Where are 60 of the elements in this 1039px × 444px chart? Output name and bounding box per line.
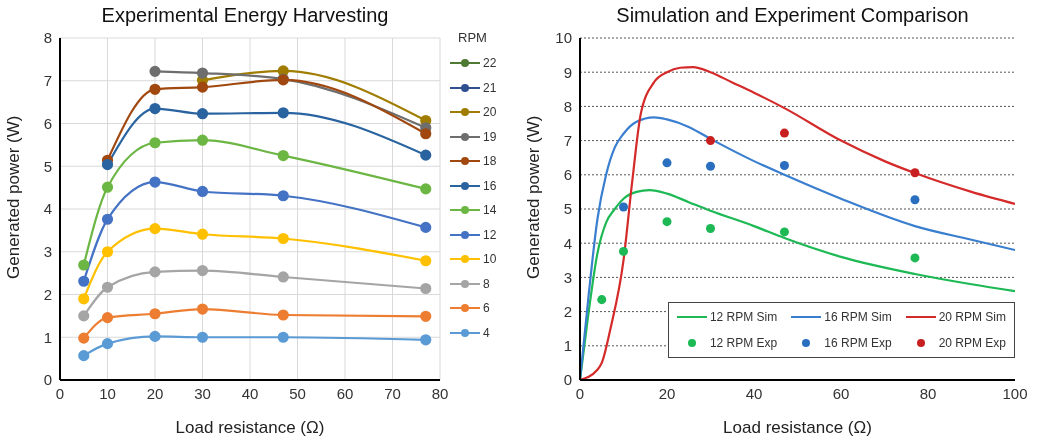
- chart-title: Simulation and Experiment Comparison: [615, 3, 970, 28]
- x-tick-label: 60: [832, 384, 850, 402]
- y-axis-title: Generated power (W): [524, 115, 544, 279]
- chart-title: Experimental Energy Harvesting: [100, 3, 390, 28]
- y-tick-label: 3: [563, 268, 572, 286]
- x-tick-label: 70: [384, 384, 401, 402]
- legend-title: RPM: [458, 30, 488, 45]
- legend-label: 20: [483, 105, 497, 120]
- legend-label: 12: [483, 227, 497, 242]
- y-tick-label: 0: [563, 371, 572, 389]
- x-tick-label: 60: [336, 384, 354, 402]
- legend-label: 19: [483, 129, 497, 144]
- x-tick-label: 30: [194, 384, 211, 402]
- x-tick-label: 10: [99, 384, 116, 402]
- y-tick-label: 10: [555, 29, 572, 47]
- y-tick-label: 1: [563, 337, 572, 355]
- y-tick-label: 8: [43, 29, 52, 47]
- x-axis-title: Load resistance (Ω): [175, 418, 325, 437]
- x-tick-label: 80: [431, 384, 449, 402]
- x-tick-label: 0: [575, 384, 585, 402]
- x-tick-label: 100: [1002, 384, 1028, 402]
- y-tick-label: 4: [43, 200, 52, 218]
- x-tick-label: 40: [745, 384, 763, 402]
- legend-label: 16: [483, 178, 497, 193]
- x-tick-label: 40: [241, 384, 259, 402]
- legend-label: 8: [483, 276, 490, 291]
- y-tick-label: 5: [563, 200, 572, 218]
- y-tick-label: 2: [563, 302, 572, 320]
- legend-label: 16 RPM Sim: [824, 310, 892, 324]
- x-tick-label: 80: [919, 384, 937, 402]
- y-tick-label: 3: [43, 243, 52, 261]
- y-tick-label: 1: [43, 328, 52, 346]
- legend-label: 10: [483, 252, 497, 267]
- legend-label: 12 RPM Sim: [709, 310, 778, 324]
- x-tick-label: 0: [55, 384, 65, 402]
- y-axis-title: Generated power (W): [4, 115, 24, 279]
- legend-label: 20 RPM Exp: [938, 336, 1006, 350]
- legend-label: 16 RPM Exp: [824, 336, 892, 350]
- y-tick-label: 0: [43, 371, 52, 389]
- y-tick-label: 5: [43, 157, 52, 175]
- legend-label: 12 RPM Exp: [709, 336, 778, 350]
- y-tick-label: 6: [43, 114, 52, 132]
- y-tick-label: 6: [563, 166, 572, 184]
- x-axis-title: Load resistance (Ω): [723, 418, 872, 437]
- legend-label: 14: [483, 203, 497, 218]
- legend-label: 18: [483, 154, 497, 169]
- x-tick-label: 20: [658, 384, 676, 402]
- y-tick-label: 7: [43, 72, 52, 90]
- legend-label: 20 RPM Sim: [938, 310, 1006, 324]
- legend-label: 21: [483, 80, 497, 95]
- y-tick-label: 9: [563, 63, 572, 81]
- y-tick-label: 4: [563, 234, 572, 252]
- legend-label: 4: [483, 325, 490, 340]
- y-tick-label: 8: [563, 97, 572, 115]
- y-tick-label: 2: [43, 285, 52, 303]
- y-tick-label: 7: [563, 131, 572, 149]
- legend-label: 6: [483, 301, 490, 316]
- legend-label: 22: [483, 56, 497, 71]
- x-tick-label: 50: [289, 384, 306, 402]
- x-tick-label: 20: [146, 384, 164, 402]
